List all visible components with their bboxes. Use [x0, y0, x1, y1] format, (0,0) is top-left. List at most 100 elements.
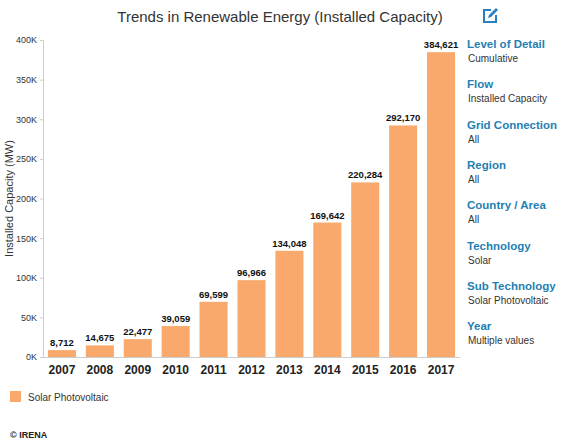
data-label: 384,621 [424, 39, 459, 50]
y-tick-label: 400K [16, 35, 37, 45]
data-label: 69,599 [199, 289, 228, 300]
x-tick: 2013 [276, 357, 303, 377]
x-tick-label: 2008 [87, 363, 114, 377]
bar [313, 223, 341, 357]
x-tick: 2010 [162, 357, 189, 377]
y-tick: 350K [16, 75, 43, 85]
filter-panel: Level of Detail Cumulative Flow Installed C… [467, 38, 557, 346]
x-tick: 2008 [87, 357, 114, 377]
bar [389, 125, 417, 357]
bar [275, 251, 303, 357]
legend-label: Solar Photovoltaic [28, 392, 109, 403]
filter-value: All [468, 134, 479, 145]
x-tick-label: 2014 [314, 363, 341, 377]
filter-heading: Sub Technology [467, 280, 556, 292]
y-tick: 50K [21, 313, 43, 323]
y-tick-label: 150K [16, 234, 37, 244]
y-tick-label: 300K [16, 115, 37, 125]
y-tick: 300K [16, 115, 43, 125]
y-axis-line [40, 41, 44, 358]
chart-container: Trends in Renewable Energy (Installed Ca… [0, 0, 580, 443]
y-tick: 100K [16, 273, 43, 283]
y-tick-mark [40, 159, 43, 160]
x-axis-line [44, 357, 461, 358]
y-axis: 0K 50K 100K 150K 200K 250K 300K 350K 400K [16, 35, 44, 362]
bar [237, 280, 265, 357]
x-tick-label: 2011 [201, 363, 227, 377]
y-tick-mark [40, 317, 43, 318]
y-tick-label: 200K [16, 194, 37, 204]
x-tick: 2016 [390, 357, 417, 377]
y-tick: 0K [26, 352, 43, 362]
y-tick: 400K [16, 35, 43, 45]
bar [86, 345, 114, 357]
data-label: 134,048 [272, 238, 306, 249]
data-label: 14,675 [85, 332, 115, 343]
filter-heading: Grid Connection [467, 119, 557, 131]
x-tick-label: 2015 [352, 363, 379, 377]
x-tick: 2011 [201, 357, 227, 377]
y-tick-mark [40, 40, 43, 41]
x-tick-label: 2007 [49, 363, 76, 377]
x-tick-label: 2013 [276, 363, 303, 377]
y-tick-label: 100K [16, 273, 37, 283]
bar [124, 339, 152, 357]
filter-value: Multiple values [468, 335, 534, 346]
filter-value: Solar [468, 255, 492, 266]
filter-heading: Flow [467, 78, 493, 90]
bar [351, 182, 379, 357]
data-label: 169,642 [310, 210, 344, 221]
filter-heading: Year [467, 320, 492, 332]
x-tick: 2007 [49, 357, 76, 377]
filter-value: Installed Capacity [468, 93, 547, 104]
edit-icon[interactable] [484, 8, 498, 22]
bars [48, 52, 455, 357]
y-tick-mark [40, 119, 43, 120]
y-tick-label: 0K [26, 352, 37, 362]
x-tick: 2017 [428, 357, 455, 377]
filter-value: All [468, 174, 479, 185]
bar [162, 326, 190, 357]
filter-value: Solar Photovoltaic [468, 295, 549, 306]
y-axis-title: Installed Capacity (MW) [3, 140, 15, 257]
data-label: 39,059 [161, 313, 190, 324]
legend-item[interactable]: Solar Photovoltaic [10, 391, 109, 403]
source: © IRENA [10, 430, 48, 440]
data-label: 220,284 [348, 169, 383, 180]
y-tick-mark [40, 80, 43, 81]
legend: Solar Photovoltaic [10, 391, 109, 403]
x-axis: 2007 2008 2009 2010 2011 2012 2013 2014 2015 2016… [44, 357, 461, 377]
x-tick-label: 2016 [390, 363, 417, 377]
y-tick-mark [40, 238, 43, 239]
chart-title: Trends in Renewable Energy (Installed Ca… [117, 8, 442, 25]
filter-heading: Level of Detail [467, 38, 545, 50]
x-tick-label: 2012 [238, 363, 265, 377]
data-label: 8,712 [50, 337, 74, 348]
y-tick-label: 350K [16, 75, 37, 85]
chart-svg: Trends in Renewable Energy (Installed Ca… [0, 0, 580, 443]
filter-value: All [468, 214, 479, 225]
y-tick: 250K [16, 154, 43, 164]
filter-heading: Country / Area [467, 199, 546, 211]
bar [427, 52, 455, 357]
y-tick-label: 250K [16, 154, 37, 164]
y-tick-mark [40, 199, 43, 200]
y-tick-mark [40, 278, 43, 279]
bar [200, 302, 228, 357]
edit-icon-pencil [488, 8, 498, 18]
data-label: 22,477 [123, 326, 152, 337]
x-tick: 2015 [352, 357, 379, 377]
filter-heading: Region [467, 159, 506, 171]
data-label: 96,966 [237, 267, 266, 278]
x-tick-label: 2017 [428, 363, 455, 377]
y-tick: 150K [16, 234, 43, 244]
filter-value: Cumulative [468, 53, 518, 64]
bar [48, 350, 76, 357]
x-tick: 2012 [238, 357, 265, 377]
data-label: 292,170 [386, 112, 420, 123]
x-tick-label: 2010 [162, 363, 189, 377]
y-tick-label: 50K [21, 313, 37, 323]
data-labels: 8,712 14,675 22,477 39,059 69,599 96,966 134,0… [50, 39, 459, 348]
y-tick-mark [40, 357, 43, 358]
x-tick: 2009 [124, 357, 151, 377]
